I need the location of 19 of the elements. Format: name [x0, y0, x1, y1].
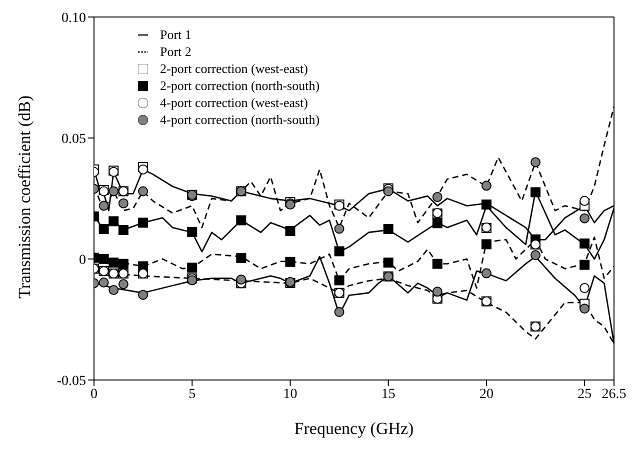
y-tick-label: 0.10: [62, 10, 86, 26]
legend-label: 2-port correction (north-south): [160, 78, 320, 93]
x-tick-label: 15: [381, 386, 396, 402]
legend-label: Port 2: [160, 44, 192, 59]
legend-label: 2-port correction (west-east): [160, 61, 308, 76]
y-tick-label: 0: [79, 252, 86, 268]
x-tick-label: 5: [188, 386, 196, 402]
legend-label: 4-port correction (north-south): [160, 112, 320, 127]
y-axis-title: Transmission coefficient (dB): [15, 95, 34, 298]
legend-label: Port 1: [160, 27, 192, 42]
x-tick-label: 10: [283, 386, 298, 402]
y-tick-label: -0.05: [56, 374, 86, 389]
x-tick-label: 0: [90, 386, 98, 402]
x-tick-label: 25: [578, 386, 592, 402]
x-axis-title: Frequency (GHz): [294, 419, 414, 438]
x-tick-label: 20: [479, 386, 494, 402]
y-tick-label: 0.05: [62, 132, 86, 147]
x-tick-label: 26.5: [602, 386, 626, 402]
legend-label: 4-port correction (west-east): [160, 95, 308, 110]
